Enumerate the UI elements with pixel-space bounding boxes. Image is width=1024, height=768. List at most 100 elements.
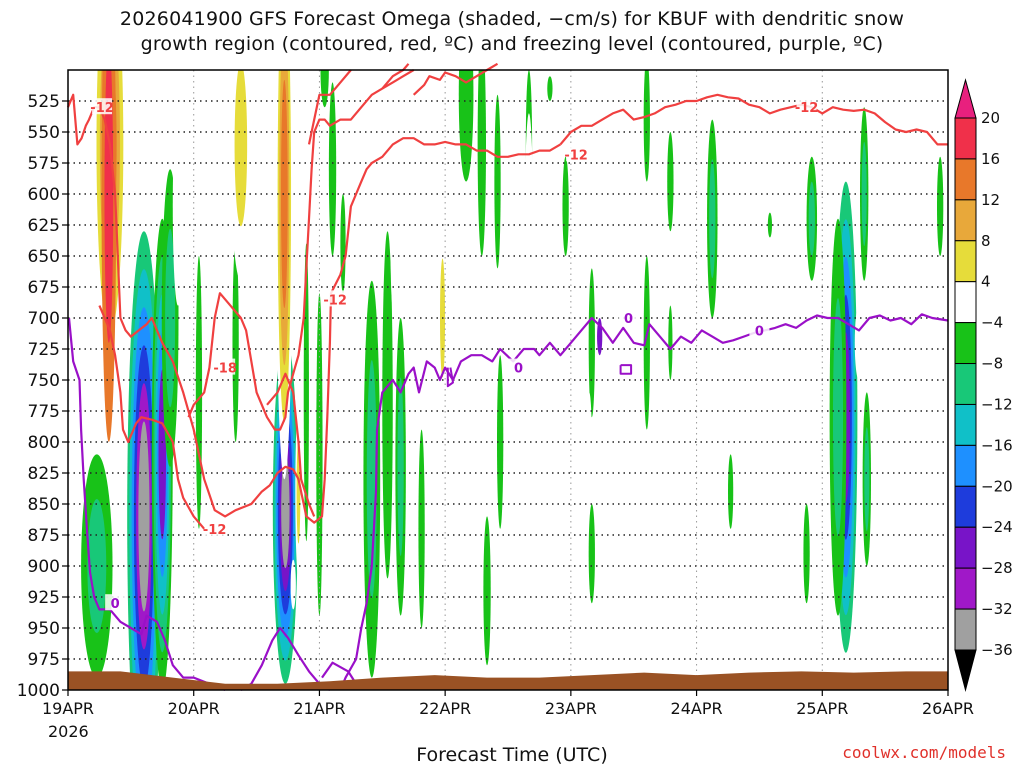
colorbar-tick-label: −24 <box>981 518 1013 536</box>
colorbar-band <box>954 158 977 201</box>
x-tick-label: 24APR <box>671 699 723 718</box>
omega-descent-strip <box>620 125 626 201</box>
omega-descent-strip <box>265 206 274 430</box>
dendritic-contour-minus12 <box>266 372 316 517</box>
omega-ascent-strip <box>497 355 504 529</box>
y-tick-label: 850 <box>28 495 60 515</box>
contour-label-bg <box>92 98 113 115</box>
omega-ascent-core-26apr-b <box>832 298 844 537</box>
y-tick-label: 825 <box>28 464 60 484</box>
omega-descent-strip <box>253 70 260 170</box>
omega-descent-strip <box>572 144 580 244</box>
y-tick-label: 750 <box>28 371 60 391</box>
omega-ascent-strip <box>728 454 734 529</box>
omega-descent-strip <box>504 70 512 170</box>
omega-ascent-strip <box>562 156 569 256</box>
omega-ascent-strip <box>418 429 425 628</box>
chart-title-line-1: 2026041900 GFS Forecast Omega (shaded, −… <box>119 8 905 30</box>
y-tick-label: 875 <box>28 526 60 546</box>
y-tick-label: 725 <box>28 340 60 360</box>
contour-label: 0 <box>624 312 633 327</box>
omega-descent-strip <box>524 113 534 337</box>
credit-label: coolwx.com/models <box>842 743 1006 762</box>
omega-descent-strip <box>854 305 864 380</box>
colorbar-band <box>954 608 977 651</box>
colorbar-top-triangle <box>954 78 977 119</box>
omega-ascent-strip <box>316 293 323 616</box>
omega-descent-core-21apr <box>280 79 288 309</box>
colorbar-tick-label: 12 <box>981 191 1000 209</box>
omega-ascent-strip <box>864 427 870 532</box>
omega-ascent-strip <box>588 268 595 418</box>
omega-ascent-strip <box>937 156 944 256</box>
omega-ascent-core-20apr <box>138 421 150 612</box>
dendritic-contour-minus12 <box>381 63 410 90</box>
x-axis-year-label: 2026 <box>48 722 89 741</box>
omega-descent-strip <box>756 101 763 201</box>
colorbar-tick-label: −4 <box>981 314 1003 332</box>
omega-ascent-strip <box>195 256 203 529</box>
omega-descent-strip <box>652 473 658 597</box>
omega-descent-strip <box>536 342 543 442</box>
omega-ascent-strip <box>767 212 773 238</box>
y-tick-label: 625 <box>28 216 60 236</box>
colorbar-band <box>954 199 977 242</box>
colorbar-band <box>954 485 977 528</box>
colorbar-tick-label: 20 <box>981 109 1000 127</box>
y-tick-label: 600 <box>28 185 60 205</box>
contour-label-bg <box>105 594 126 611</box>
omega-descent-strip <box>414 70 424 157</box>
freezing-level-contour <box>446 367 454 388</box>
omega-ascent-strip <box>232 243 239 442</box>
x-tick-label: 20APR <box>168 699 220 718</box>
omega-descent-strip <box>76 169 92 343</box>
x-tick-label: 21APR <box>293 699 345 718</box>
colorbar-tick-label: −8 <box>981 355 1003 373</box>
contour-label-bg <box>749 321 770 338</box>
omega-ascent-strip <box>668 305 673 380</box>
omega-ascent-strip <box>643 255 650 430</box>
omega-ascent-25apr <box>709 159 716 279</box>
omega-ascent-strip <box>588 503 595 604</box>
omega-ascent-22apr-b <box>382 231 393 579</box>
colorbar-band <box>954 240 977 283</box>
freezing-level-contour <box>67 317 226 692</box>
colorbar-band <box>954 526 977 569</box>
y-tick-label: 900 <box>28 557 60 577</box>
omega-ascent-strip <box>328 82 337 256</box>
contour-label-bg <box>618 309 639 325</box>
y-tick-label: 1000 <box>17 681 60 701</box>
omega-ascent-upper-23apr <box>458 70 474 182</box>
omega-ascent-core-21apr <box>281 452 290 569</box>
y-tick-label: 525 <box>28 92 60 112</box>
dendritic-contour-minus12 <box>559 93 948 146</box>
dendritic-contour-minus12 <box>307 69 352 145</box>
x-tick-label: 22APR <box>419 699 471 718</box>
contour-label-bg <box>566 145 587 162</box>
contour-label: -12 <box>90 101 114 116</box>
omega-ascent-strip <box>320 70 329 108</box>
contour-label: -12 <box>564 148 588 163</box>
x-tick-label: 26APR <box>922 699 974 718</box>
dendritic-contour-minus12 <box>187 69 415 431</box>
ground-surface <box>68 671 948 690</box>
grid-layer <box>68 70 949 690</box>
omega-ascent-strip <box>808 181 815 256</box>
omega-descent-strip <box>918 70 925 114</box>
colorbar-band <box>954 363 977 405</box>
omega-descent-strip <box>631 70 636 120</box>
omega-ascent-strip <box>803 503 810 604</box>
y-tick-label: 950 <box>28 619 60 639</box>
colorbar-tick-label: −20 <box>981 477 1013 495</box>
omega-ascent-strip <box>861 141 867 247</box>
y-tick-label: 675 <box>28 278 60 298</box>
dendritic-contour-minus12 <box>412 62 499 96</box>
freezing-level-contour <box>619 364 633 375</box>
colorbar-tick-label: −36 <box>981 641 1013 659</box>
contour-label: 0 <box>514 362 523 377</box>
omega-ascent-strip <box>643 70 650 182</box>
colorbar-tick-label: 8 <box>981 232 991 250</box>
omega-descent-strip <box>172 107 184 306</box>
colorbar-tick-label: 4 <box>981 273 991 291</box>
